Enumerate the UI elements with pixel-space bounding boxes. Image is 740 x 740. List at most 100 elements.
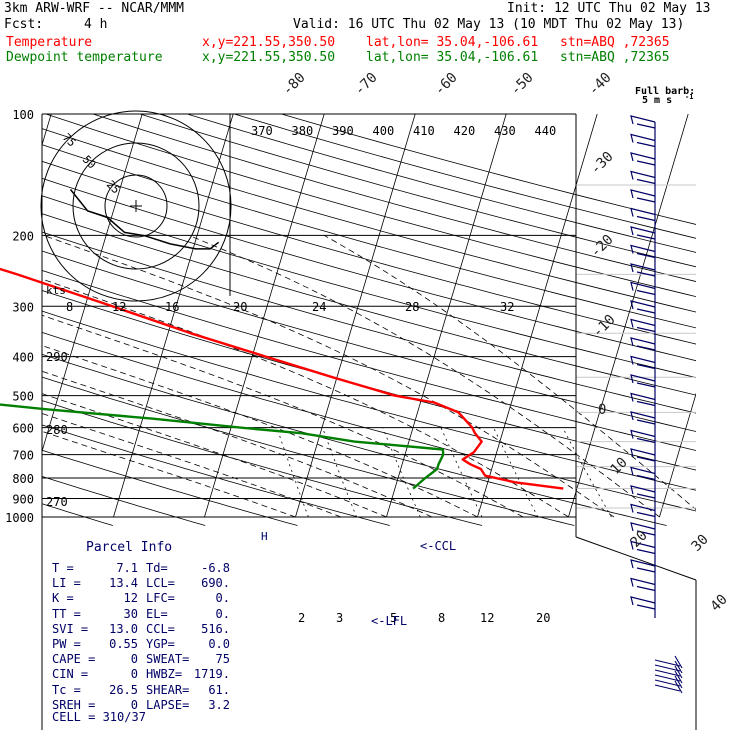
isotherm-tick-label: 20 — [628, 528, 651, 551]
mixing-ratio-lower-label: 2 — [298, 611, 305, 625]
parcel-value: 1719. — [193, 667, 230, 682]
mixing-ratio-tick-label: 20 — [233, 300, 247, 314]
theta-tick-label: 270 — [46, 495, 68, 509]
parcel-value: 0. — [215, 591, 230, 606]
isotherm-line — [659, 392, 696, 518]
isotherm-tick-label: -20 — [588, 232, 617, 261]
dry-adiabat-line — [42, 213, 696, 396]
hodograph-ring-label: 25 — [104, 178, 123, 197]
hodograph — [40, 110, 232, 302]
moist-adiabat-line — [42, 278, 569, 518]
wind-barb-lower — [654, 660, 683, 674]
parcel-value: 75 — [215, 652, 230, 667]
hodograph-trace — [69, 189, 220, 250]
dry-adiabat-line — [42, 250, 696, 432]
mixing-ratio-line — [440, 427, 483, 518]
isentrope-tick-label: 390 — [332, 124, 354, 138]
barb-legend-title: Full barb: — [635, 86, 695, 97]
parcel-label: SWEAT= — [146, 652, 190, 667]
wind-barb — [630, 355, 656, 370]
temperature-profile — [0, 267, 564, 490]
parcel-value: 0 — [130, 652, 138, 667]
isotherm-line — [386, 114, 507, 518]
wind-barb — [630, 577, 656, 592]
dewpoint-profile — [0, 403, 445, 490]
wind-barb-lower — [654, 670, 683, 684]
isentrope-tick-label: 380 — [292, 124, 314, 138]
parcel-value: 13.4 — [109, 576, 138, 591]
wind-barb — [630, 115, 656, 129]
pressure-tick-label: 700 — [12, 449, 34, 463]
parcel-value: 0 — [130, 697, 138, 712]
dewpoint-series-name: Dewpoint temperature — [6, 50, 163, 65]
profile-series — [0, 267, 564, 490]
mixing-ratio-tick-label: 24 — [312, 300, 326, 314]
wind-barb — [630, 226, 656, 240]
wind-barb — [630, 559, 656, 573]
isotherm-line — [204, 114, 325, 518]
dry-adiabat-line — [42, 449, 298, 526]
temperature-series-name: Temperature — [6, 35, 93, 50]
wind-barb — [630, 318, 656, 333]
parcel-label: SREH = — [52, 697, 96, 712]
mixing-ratio-tick-label: 8 — [66, 300, 73, 314]
isotherm-tick-label: -40 — [586, 70, 615, 99]
mixing-ratio-line — [562, 427, 612, 518]
init-time: Init: 12 UTC Thu 02 May 13 — [507, 1, 711, 16]
isotherm-tick-label: 40 — [708, 592, 731, 615]
wind-barb — [630, 281, 656, 296]
barb-legend-sup: -1 — [685, 93, 693, 101]
parcel-label: CCL= — [146, 621, 175, 636]
mixing-ratio-tick-label: 12 — [112, 300, 126, 314]
parcel-value: -6.8 — [201, 561, 230, 575]
mixing-ratio-tick-label: 16 — [165, 300, 179, 314]
isotherm-line — [113, 114, 234, 518]
moist-adiabat-line — [188, 234, 660, 518]
wind-barbs — [630, 115, 683, 694]
wind-barb — [630, 485, 656, 499]
lfl-annotation: <-LFL — [371, 614, 407, 628]
wind-barb-lower — [654, 655, 683, 669]
right-axis-skew — [575, 536, 697, 581]
barb-legend-value: 5 m s — [642, 95, 672, 106]
parcel-label: SHEAR= — [146, 682, 190, 697]
isotherm-tick-label: -70 — [352, 70, 381, 99]
dewpoint-latlon: lat,lon= 35.04,-106.61 — [366, 50, 539, 65]
parcel-value: 516. — [201, 621, 230, 636]
moist-adiabat-line — [323, 234, 696, 511]
dry-adiabat-line — [42, 476, 206, 526]
mixing-ratio-tick-label: 32 — [500, 300, 514, 314]
hodograph-ring — [104, 174, 168, 238]
wind-barb — [630, 170, 656, 185]
parcel-label: K = — [52, 591, 74, 606]
dry-adiabat-line — [42, 128, 696, 313]
moist-adiabat-line — [42, 345, 478, 518]
forecast-label: Fcst: — [4, 17, 44, 32]
pressure-tick-label: 500 — [12, 390, 34, 404]
dry-adiabat-line — [42, 160, 696, 345]
isentrope-tick-label: 370 — [251, 124, 273, 138]
isentrope-tick-label: 410 — [413, 124, 435, 138]
mixing-ratio-line — [493, 427, 539, 518]
parcel-value: 690. — [201, 576, 230, 591]
pressure-tick-label: 600 — [12, 422, 34, 436]
parcel-label: Td= — [146, 561, 168, 575]
mixing-ratio-lower-label: 5 — [390, 611, 397, 625]
theta-tick-label: 280 — [46, 423, 68, 437]
wind-barb-lower — [654, 665, 683, 679]
dry-adiabat-line — [92, 114, 696, 282]
parcel-label: LCL= — [146, 576, 175, 591]
mixing-ratio-lower-label: 3 — [336, 611, 343, 625]
hodograph-ring — [40, 110, 232, 302]
pressure-tick-label: 300 — [12, 300, 34, 314]
mixing-ratio-line — [276, 427, 309, 518]
wind-barb — [630, 411, 656, 425]
dry-adiabat-line — [42, 177, 696, 362]
parcel-value: 12 — [123, 591, 138, 606]
isotherm-tick-label: -10 — [590, 312, 619, 341]
wind-barb — [630, 429, 656, 444]
parcel-label: SVI = — [52, 621, 89, 636]
isentrope-tick-label: 400 — [373, 124, 395, 138]
parcel-label: LFC= — [146, 591, 175, 606]
